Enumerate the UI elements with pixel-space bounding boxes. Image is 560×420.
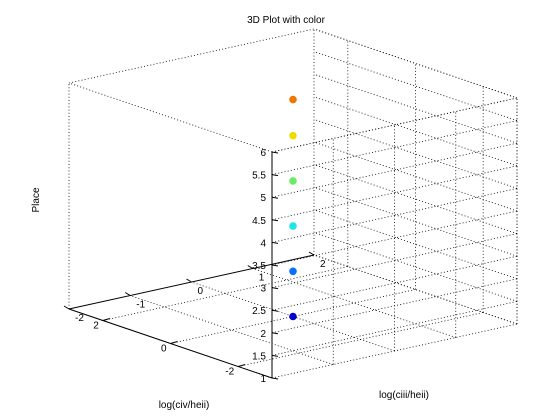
grid-line-z-right-wall: [313, 51, 518, 121]
z-tick-label: 3: [260, 284, 266, 295]
z-tick-mark: [271, 309, 279, 312]
y-tick-mark: [308, 251, 315, 256]
y-tick-mark: [247, 265, 254, 269]
grid-line-z-right-wall: [313, 209, 518, 280]
z-tick-label: 3.5: [252, 261, 266, 272]
chart-title: 3D Plot with color: [247, 15, 325, 26]
x-tick-mark: [170, 341, 178, 344]
z-tick-mark: [271, 354, 279, 357]
z-tick-mark: [271, 377, 279, 380]
y-axis-label: log(ciii/heii): [379, 390, 429, 401]
y-tick-label: 1: [259, 273, 265, 284]
y-tick-mark: [124, 292, 131, 296]
axis-lines: [63, 151, 315, 380]
z-tick-label: 6: [260, 148, 266, 159]
z-tick-label: 1.5: [252, 351, 266, 362]
box-edge: [68, 82, 273, 153]
z-tick-label: 1: [260, 374, 266, 385]
grid-line-z-right-wall: [313, 141, 518, 212]
grid-line-z-left-wall: [271, 323, 518, 379]
grid-line-y-floor: [130, 295, 334, 365]
x-tick-label: 2: [93, 321, 99, 332]
y-tick-mark: [186, 278, 192, 283]
data-point: [289, 267, 297, 276]
data-point: [289, 95, 297, 104]
y-tick-mark: [63, 305, 70, 310]
grid-line-z-right-wall: [313, 186, 518, 257]
x-tick-mark: [238, 364, 246, 367]
z-tick-mark: [271, 151, 279, 154]
z-tick-mark: [271, 219, 279, 222]
grid-line-z-right-wall: [313, 73, 518, 144]
grid-line-z-left-wall: [271, 165, 518, 221]
grid-line-z-right-wall: [313, 254, 518, 325]
tick-labels: -2 0 2 -2 -1 0 1 2 1 1.5 2 2.5 3 3.5 4 4.5 5 5.5 6: [75, 148, 326, 385]
grid-lines: [68, 28, 518, 379]
grid-line-z-right-wall: [313, 119, 518, 189]
data-point: [289, 177, 297, 185]
data-points: [289, 95, 297, 321]
z-tick-mark: [271, 196, 279, 199]
y-tick-label: 2: [320, 259, 326, 270]
grid-line-z-right-wall: [313, 164, 518, 234]
grid-line-y-floor: [191, 281, 395, 352]
z-tick-mark: [271, 332, 279, 335]
y-tick-label: -2: [75, 313, 84, 324]
grid-line-z-left-wall: [271, 301, 518, 356]
grid-line-z-right-wall: [313, 232, 518, 302]
z-tick-label: 2: [260, 329, 266, 340]
x-tick-label: 0: [161, 344, 167, 355]
grid-line-z-left-wall: [271, 233, 518, 288]
grid-line-z-left-wall: [271, 210, 518, 266]
z-tick-label: 4: [260, 238, 266, 249]
grid-line-x-floor: [102, 266, 348, 321]
grid-line-y-floor: [252, 268, 456, 338]
data-point: [289, 312, 297, 321]
grid-line-z-left-wall: [271, 188, 518, 243]
grid-line-z-right-wall: [313, 96, 518, 167]
box-edge: [313, 28, 518, 99]
z-tick-label: 4.5: [252, 216, 266, 227]
z-tick-mark: [271, 241, 279, 244]
z-tick-label: 2.5: [252, 306, 266, 317]
z-tick-mark: [271, 174, 279, 177]
x-axis-label: log(civ/heii): [159, 400, 210, 411]
data-point: [289, 222, 297, 230]
z-tick-label: 5.5: [252, 171, 266, 182]
grid-line-z-left-wall: [271, 120, 518, 175]
grid-line-z-left-wall: [271, 255, 518, 311]
grid-line-z-left-wall: [271, 278, 518, 334]
x-tick-label: -2: [225, 367, 234, 378]
z-tick-label: 5: [260, 193, 266, 204]
z-axis-label: Place: [31, 187, 42, 212]
box-edge: [271, 97, 518, 153]
y-tick-label: 0: [198, 286, 204, 297]
x-tick-mark: [102, 318, 110, 321]
z-tick-mark: [271, 264, 279, 267]
y-tick-label: -1: [136, 300, 145, 311]
z-tick-mark: [271, 287, 279, 290]
box-edge: [68, 28, 315, 84]
grid-line-z-left-wall: [271, 142, 518, 198]
data-point: [289, 131, 297, 140]
